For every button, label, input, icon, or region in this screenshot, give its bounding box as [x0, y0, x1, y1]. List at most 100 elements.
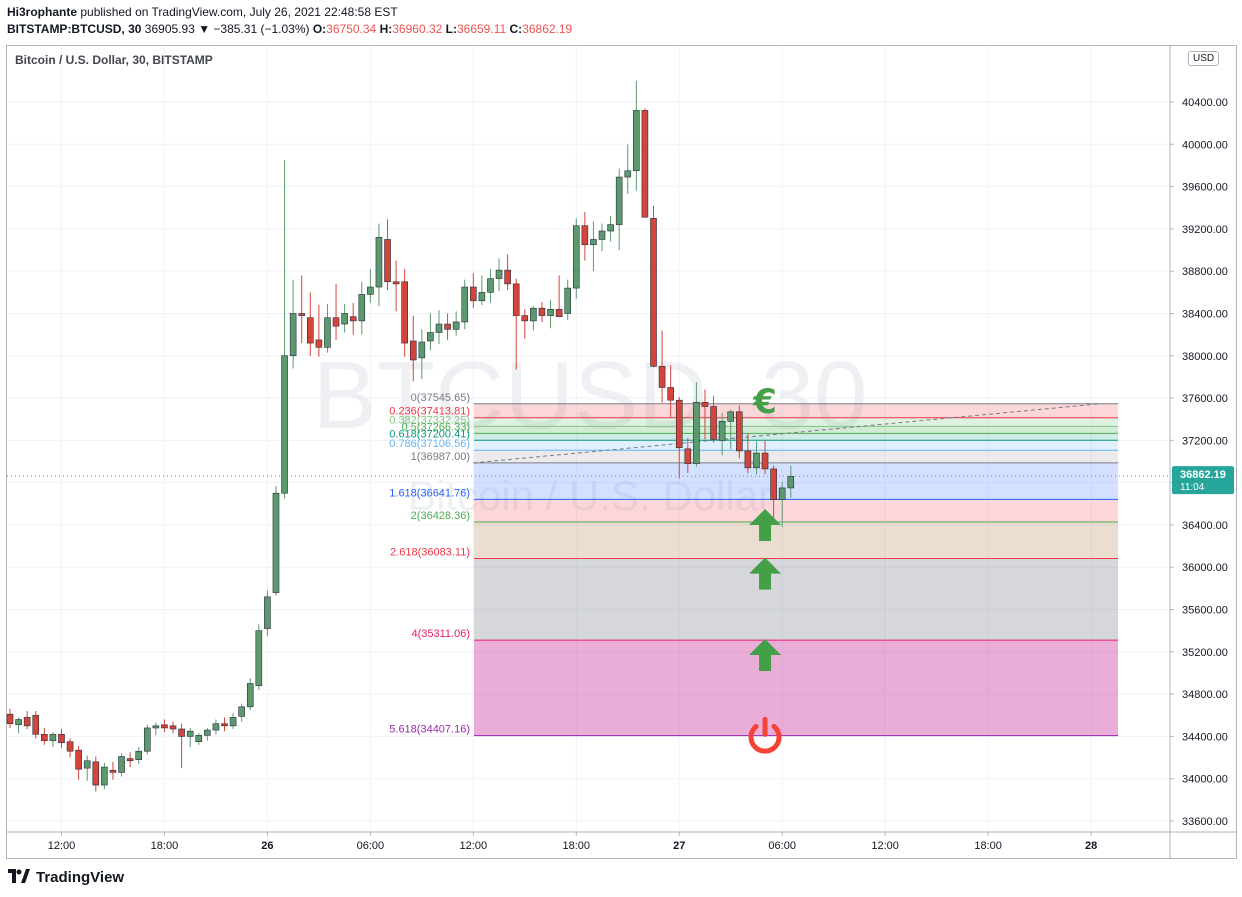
- candle[interactable]: [487, 269, 494, 303]
- candle[interactable]: [264, 590, 271, 636]
- candle[interactable]: [744, 432, 752, 474]
- candle[interactable]: [555, 275, 563, 317]
- candle[interactable]: [547, 299, 554, 329]
- price-axis[interactable]: 33600.00 34000.00 34400.00 34800.00 35200.00…: [1170, 97, 1228, 828]
- candle[interactable]: [229, 713, 237, 730]
- candle[interactable]: [169, 721, 177, 734]
- candle[interactable]: [212, 719, 220, 735]
- candle[interactable]: [615, 168, 623, 251]
- candle[interactable]: [735, 405, 743, 459]
- power-icon[interactable]: [748, 716, 782, 754]
- candle[interactable]: [650, 205, 657, 368]
- candle[interactable]: [787, 465, 795, 498]
- candle[interactable]: [152, 722, 160, 736]
- candle[interactable]: [135, 746, 142, 764]
- candle[interactable]: [118, 753, 125, 777]
- candle[interactable]: [6, 708, 14, 728]
- candle[interactable]: [58, 729, 65, 749]
- candle[interactable]: [452, 311, 460, 336]
- candle[interactable]: [581, 211, 589, 261]
- candle[interactable]: [15, 717, 22, 734]
- candle[interactable]: [161, 719, 168, 733]
- candle[interactable]: [306, 292, 314, 356]
- candle[interactable]: [186, 727, 194, 747]
- candle[interactable]: [143, 724, 151, 755]
- candle[interactable]: [349, 302, 357, 335]
- candle[interactable]: [272, 485, 280, 596]
- candle[interactable]: [401, 269, 408, 357]
- candle[interactable]: [572, 218, 580, 299]
- candle[interactable]: [590, 221, 597, 272]
- candle[interactable]: [384, 219, 391, 291]
- candle[interactable]: [409, 315, 417, 382]
- candle[interactable]: [204, 727, 211, 741]
- candle[interactable]: [495, 258, 503, 292]
- time-axis[interactable]: 12:00 18:00 26 06:00 12:00 18:00 27 06:00 12:00 1…: [48, 832, 1097, 852]
- candle[interactable]: [530, 306, 537, 331]
- candle[interactable]: [470, 273, 477, 309]
- chart-frame[interactable]: [6, 45, 1237, 859]
- candle[interactable]: [564, 279, 572, 320]
- currency-badge[interactable]: USD: [1188, 51, 1220, 66]
- candle[interactable]: [332, 283, 340, 340]
- up-arrow-icon[interactable]: [749, 508, 782, 541]
- candle[interactable]: [778, 481, 786, 528]
- candle[interactable]: [49, 732, 57, 747]
- candle[interactable]: [761, 440, 769, 475]
- candle[interactable]: [324, 303, 331, 353]
- candle[interactable]: [298, 275, 306, 344]
- candle[interactable]: [375, 223, 383, 307]
- candle[interactable]: [624, 144, 632, 194]
- candle[interactable]: [598, 223, 606, 252]
- candle[interactable]: [538, 301, 546, 322]
- euro-icon[interactable]: €: [752, 382, 777, 422]
- candle[interactable]: [504, 254, 511, 291]
- candle[interactable]: [727, 409, 735, 449]
- candle[interactable]: [109, 761, 117, 780]
- candle[interactable]: [718, 412, 726, 456]
- candle[interactable]: [427, 313, 434, 351]
- candle[interactable]: [289, 279, 297, 369]
- candle[interactable]: [92, 756, 100, 792]
- author-name[interactable]: Hi3rophante: [7, 5, 78, 19]
- candle[interactable]: [693, 382, 700, 467]
- candle[interactable]: [358, 281, 366, 335]
- candle[interactable]: [126, 752, 134, 768]
- tradingview-logo[interactable]: TradingView: [8, 869, 124, 886]
- candle[interactable]: [478, 275, 486, 306]
- candle[interactable]: [255, 624, 263, 690]
- candle[interactable]: [675, 397, 683, 479]
- candle[interactable]: [607, 216, 614, 242]
- candle[interactable]: [435, 310, 443, 345]
- candle[interactable]: [315, 305, 323, 357]
- candle[interactable]: [710, 395, 717, 443]
- candle[interactable]: [521, 309, 529, 339]
- candle[interactable]: [75, 745, 82, 780]
- candle[interactable]: [753, 441, 760, 475]
- candle[interactable]: [246, 678, 254, 710]
- candle[interactable]: [23, 711, 31, 730]
- candle[interactable]: [418, 329, 426, 380]
- candle[interactable]: [101, 762, 108, 790]
- candle[interactable]: [238, 703, 245, 722]
- candle[interactable]: [770, 465, 777, 521]
- candle[interactable]: [341, 303, 348, 333]
- candle[interactable]: [392, 260, 400, 312]
- candle[interactable]: [461, 279, 469, 330]
- candle[interactable]: [633, 80, 640, 191]
- up-arrow-icon[interactable]: [749, 638, 782, 671]
- candle[interactable]: [221, 717, 228, 732]
- candle[interactable]: [701, 389, 709, 440]
- candle[interactable]: [641, 108, 649, 218]
- candle[interactable]: [658, 330, 666, 403]
- candle[interactable]: [195, 733, 203, 745]
- candle[interactable]: [32, 711, 40, 739]
- candle[interactable]: [667, 365, 674, 419]
- candle[interactable]: [367, 269, 374, 303]
- fib-retracement[interactable]: 0(37545.65) 0.236(37413.81)0.382(37332.25…: [389, 392, 1118, 737]
- candle[interactable]: [41, 727, 48, 745]
- candle[interactable]: [444, 313, 451, 340]
- candle[interactable]: [684, 438, 692, 474]
- up-arrow-icon[interactable]: [749, 557, 782, 590]
